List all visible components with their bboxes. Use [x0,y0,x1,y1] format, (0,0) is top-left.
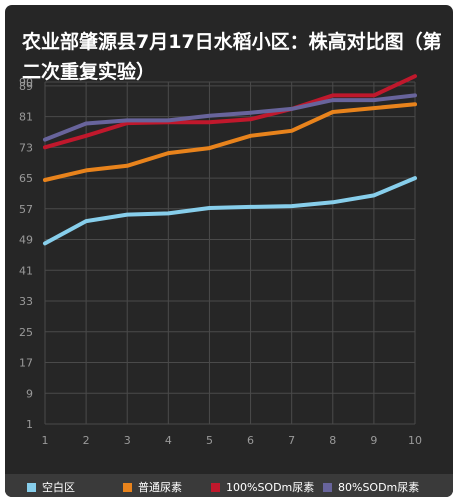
x-tick-label: 6 [247,434,254,447]
legend-swatch [27,483,36,492]
x-tick-label: 5 [206,434,213,447]
chart-panel: 农业部肇源县7月17日水稻小区：株高对比图（第二次重复实验） 1 9 17 25 33 4… [5,5,453,497]
legend-item: 空白区 [27,481,75,495]
series-line [43,102,417,182]
y-tick-label: 33 [19,295,33,308]
legend-label: 空白区 [42,481,75,494]
y-tick-label: 65 [19,172,33,185]
chart-title: 农业部肇源县7月17日水稻小区：株高对比图（第二次重复实验） [22,31,442,83]
y-tick-label: 81 [19,111,33,124]
x-tick-label: 3 [124,434,131,447]
chart-legend: 空白区 普通尿素 100%SODm尿素 80%SODm尿素 [5,474,453,497]
legend-item: 100%SODm尿素 [211,481,314,495]
y-tick-label: 9 [26,387,33,400]
y-tick-label: 73 [19,141,33,154]
legend-swatch [123,483,132,492]
y-tick-label: 41 [19,264,33,277]
y-tick-label: 17 [19,357,33,370]
y-tick-label: 89 [19,80,33,93]
x-tick-label: 2 [83,434,90,447]
grid-lines [44,81,416,425]
x-tick-label: 1 [42,434,49,447]
series-line [43,176,417,246]
series-lines [43,74,417,246]
y-tick-label: 57 [19,203,33,216]
x-tick-label: 7 [288,434,295,447]
series-line [43,74,417,150]
y-tick-label: 1 [26,418,33,431]
legend-label: 100%SODm尿素 [226,481,315,494]
legend-swatch [323,483,332,492]
x-tick-label: 10 [408,434,422,447]
legend-label: 普通尿素 [138,481,182,494]
x-tick-label: 9 [370,434,377,447]
legend-swatch [211,483,220,492]
x-tick-label: 4 [165,434,172,447]
y-tick-label: 49 [19,234,33,247]
y-tick-label: 25 [19,326,33,339]
x-tick-label: 8 [329,434,336,447]
legend-label: 80%SODm尿素 [338,481,420,494]
legend-item: 普通尿素 [123,481,182,495]
series-line [43,93,417,142]
y-tick-label: 90 [19,76,33,89]
legend-item: 80%SODm尿素 [323,481,419,495]
